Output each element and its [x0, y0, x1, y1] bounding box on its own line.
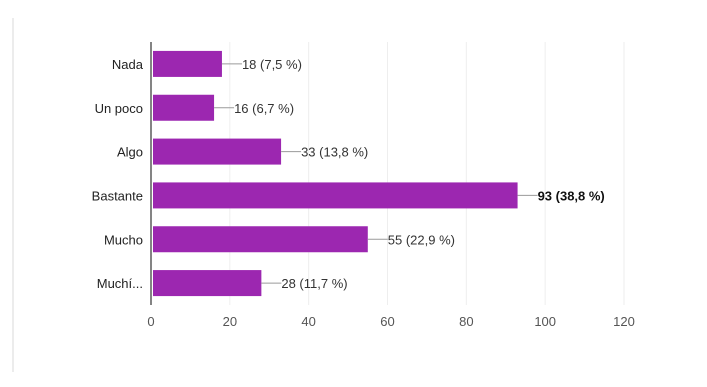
x-tick-label: 40 [301, 314, 315, 329]
data-label: 55 (22,9 %) [388, 232, 455, 247]
x-tick-label: 80 [459, 314, 473, 329]
bars [153, 50, 518, 297]
data-label: 18 (7,5 %) [242, 57, 302, 72]
bar [153, 226, 368, 253]
x-tick-label: 100 [534, 314, 556, 329]
bar [153, 182, 518, 209]
category-label: Muchí... [97, 276, 143, 291]
category-label: Algo [117, 145, 143, 160]
x-tick-label: 20 [223, 314, 237, 329]
category-label: Nada [112, 57, 144, 72]
bar [153, 270, 262, 297]
data-label: 16 (6,7 %) [234, 101, 294, 116]
bar [153, 138, 282, 165]
category-labels: Nada Un poco Algo Bastante Mucho Muchí... [92, 57, 144, 291]
bar [153, 50, 222, 77]
x-tick-label: 0 [147, 314, 154, 329]
grid-lines [229, 42, 625, 305]
bar [153, 94, 215, 121]
x-tick-label: 60 [380, 314, 394, 329]
category-label: Bastante [92, 188, 143, 203]
x-tick-labels: 0 20 40 60 80 100 120 [147, 314, 634, 329]
data-label: 33 (13,8 %) [301, 145, 368, 160]
category-label: Un poco [95, 101, 143, 116]
data-label: 93 (38,8 %) [538, 188, 605, 203]
data-labels: 18 (7,5 %) 16 (6,7 %) 33 (13,8 %) 93 (38,8 … [214, 57, 605, 291]
category-label: Mucho [104, 232, 143, 247]
data-label: 28 (11,7 %) [281, 276, 347, 291]
x-tick-label: 120 [613, 314, 635, 329]
